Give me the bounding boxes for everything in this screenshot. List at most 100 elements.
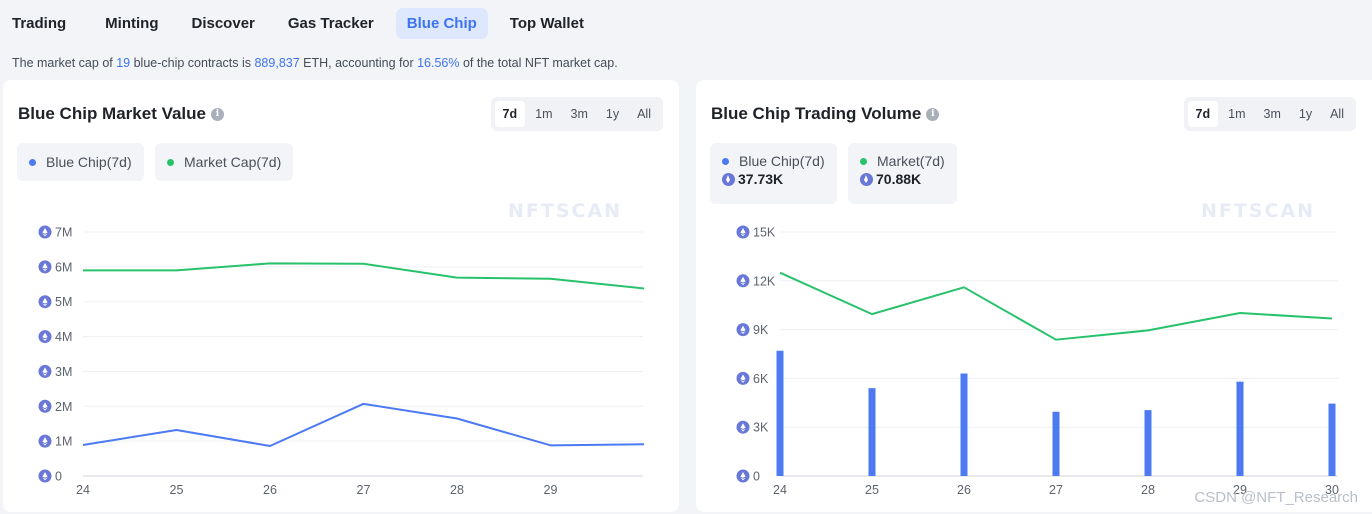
legend-blue-chip[interactable]: Blue Chip(7d) 37.73K [710,143,837,204]
eth-icon-diamond [740,325,746,332]
eth-icon-diamond [740,228,746,234]
y-tick-label: 0 [753,470,760,484]
info-icon[interactable]: i [211,107,224,121]
x-tick-label: 28 [1141,483,1155,497]
x-tick-label: 27 [357,483,371,497]
summary-percent: 16.56% [417,56,460,70]
nav-tab-minting[interactable]: Minting [105,14,159,32]
bar [868,388,876,476]
market-value-range-tabs: 7d 1m 3m 1y All [490,97,663,131]
nav-tab-top-wallet[interactable]: Top Wallet [509,14,584,32]
legend-dot-icon [722,157,729,165]
market-value-title-text: Blue Chip Market Value [18,104,206,123]
legend-dot-icon [167,158,174,166]
range-tab-1m[interactable]: 1m [535,107,553,121]
summary-middle: blue-chip contracts is [130,56,255,70]
eth-icon [38,260,52,274]
eth-icon-diamond [740,276,746,283]
legend-market-cap[interactable]: Market Cap(7d) [155,143,294,181]
trading-volume-chart[interactable]: 0 3K 6K 9K 12K 15K 24 25 26 27 28 29 30 [696,80,1372,512]
nav-tab-discover[interactable]: Discover [191,14,255,32]
eth-icon-base [740,477,746,481]
eth-icon-base [740,331,746,334]
legend-label: Blue Chip(7d) [46,154,132,170]
eth-icon-base [740,380,746,383]
eth-icon-diamond [42,228,48,234]
eth-icon-diamond [42,472,48,478]
series-line [82,402,645,448]
y-tick-label: 9K [753,323,769,337]
eth-icon [736,371,750,385]
legend-blue-chip[interactable]: Blue Chip(7d) [17,143,144,181]
bar [776,350,784,476]
nav-tab-gas-tracker[interactable]: Gas Tracker [287,14,374,32]
eth-icon-diamond [42,297,48,304]
bar [1052,411,1060,476]
y-tick-label: 7M [55,226,72,240]
eth-icon-base [42,338,48,341]
y-tick-label: 5M [55,295,72,309]
legend-dot-icon [29,158,36,166]
x-tick-label: 25 [170,483,184,497]
y-tick-label: 6M [55,260,72,274]
range-tab-all[interactable]: All [637,107,651,121]
legend-market[interactable]: Market(7d) 70.88K [848,143,957,204]
nftscan-watermark: NFTSCAN [508,200,623,222]
eth-icon [38,399,52,413]
eth-icon-base [42,407,48,411]
range-tab-1y[interactable]: 1y [1298,107,1313,121]
range-tab-all[interactable]: All [1330,107,1344,121]
eth-icon-diamond [42,367,48,374]
y-tick-label: 3M [55,365,72,379]
x-tick-label: 30 [1325,483,1339,497]
eth-icon-base [42,442,48,446]
y-tick-label: 3K [753,421,769,435]
market-value-chart[interactable]: 0 1M 2M 3M 4M 5M 6M 7M 24 25 26 27 28 29 [3,80,679,512]
eth-icon-diamond [740,423,746,429]
nav-tab-blue-chip[interactable]: Blue Chip [395,7,488,39]
range-tab-1m[interactable]: 1m [1228,107,1246,121]
bar [1144,410,1152,476]
range-tab-7d[interactable]: 7d [494,101,526,127]
eth-icon-base [740,282,746,286]
x-tick-label: 26 [263,483,277,497]
range-tab-3m[interactable]: 3m [570,107,588,121]
eth-icon [736,469,750,483]
x-tick-label: 24 [76,483,90,497]
info-icon[interactable]: i [926,107,940,121]
x-tick-label: 29 [1233,483,1247,497]
eth-icon [38,469,52,483]
eth-icon [38,434,52,448]
legend-label: Market Cap(7d) [184,154,282,170]
eth-icon [736,323,750,337]
summary-prefix: The market cap of [12,56,117,70]
bar [1328,403,1336,476]
y-tick-label: 2M [55,400,72,414]
market-value-title: Blue Chip Market Value i [18,104,224,124]
summary-contract-count: 19 [116,56,131,70]
y-tick-label: 0 [55,470,62,484]
y-tick-label: 12K [753,274,776,288]
summary-middle2: ETH, accounting for [299,56,418,70]
range-tab-3m[interactable]: 3m [1263,107,1281,121]
nav-tab-trading[interactable]: Trading [12,14,67,32]
summary-suffix: of the total NFT market cap. [459,56,618,70]
eth-icon-base [740,233,746,237]
x-tick-label: 29 [544,483,558,497]
x-tick-label: 26 [957,483,971,497]
series-line [779,271,1333,341]
eth-icon [736,225,750,239]
legend-label: Blue Chip(7d) [739,153,825,169]
legend-value: 70.88K [876,171,922,187]
market-summary: The market cap of 19 blue-chip contracts… [12,56,618,70]
y-tick-label: 4M [55,330,72,344]
range-tab-7d[interactable]: 7d [1187,101,1219,127]
legend-label: Market(7d) [877,153,945,169]
x-tick-label: 28 [450,483,464,497]
eth-icon [38,364,52,378]
range-tab-1y[interactable]: 1y [605,107,620,121]
x-tick-label: 27 [1049,483,1063,497]
eth-icon-base [42,233,48,237]
eth-icon-diamond [42,332,48,339]
bar [1236,381,1244,476]
